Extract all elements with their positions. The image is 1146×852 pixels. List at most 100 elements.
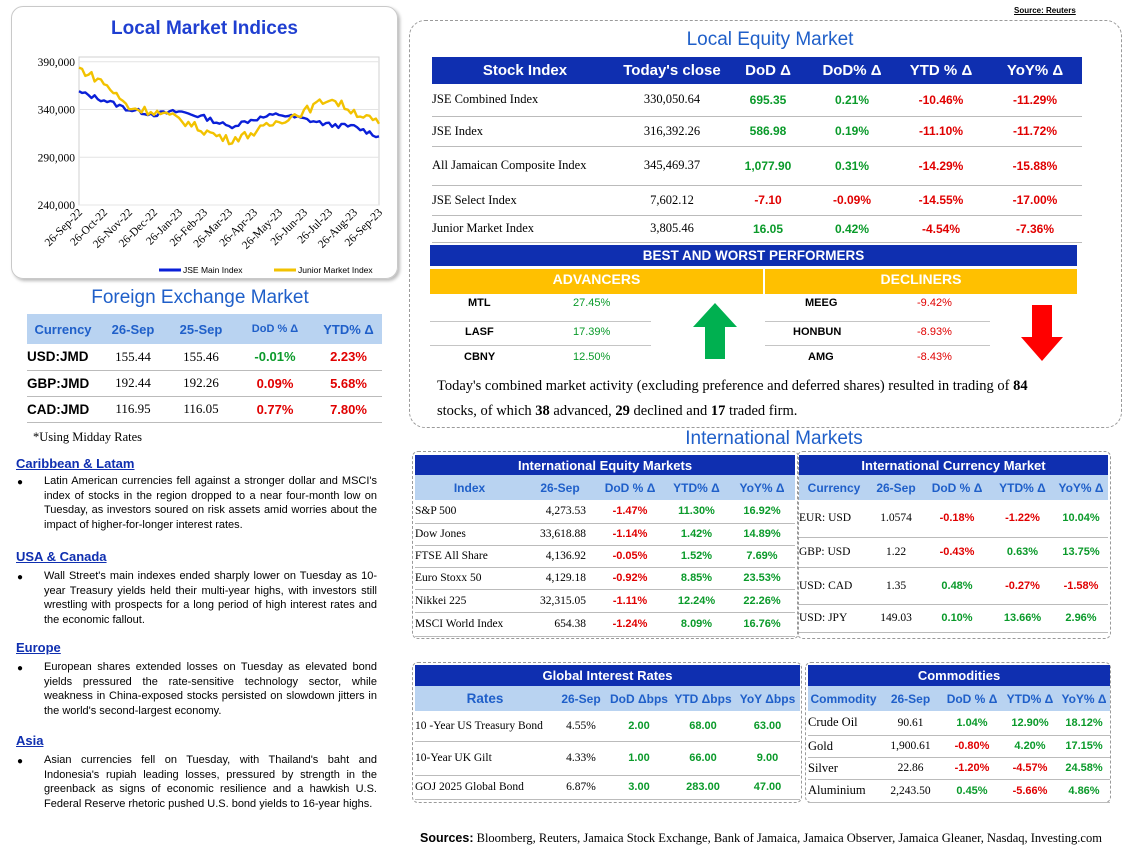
ic-col-dod: DoD % Δ <box>931 480 983 495</box>
eq-yoy: -11.29% <box>988 84 1082 117</box>
row-ytd: 4.20% <box>1002 735 1058 758</box>
summary-text: advanced, <box>549 403 616 419</box>
table-row: FTSE All Share 4,136.92 -0.05% 1.52% 7.69% <box>415 545 795 568</box>
news-heading-caribbean[interactable]: Caribbean & Latam <box>16 456 135 471</box>
row-ytd: -4.57% <box>1002 757 1058 780</box>
row-ytd: 283.00 <box>671 775 735 800</box>
divider <box>765 345 990 346</box>
table-row: GBP:JMD 192.44 192.26 0.09% 5.68% <box>27 370 382 397</box>
row-label: Aluminium <box>808 779 879 803</box>
eq-dod: -7.10 <box>726 185 810 216</box>
performers-title: BEST AND WORST PERFORMERS <box>430 245 1077 266</box>
table-row: All Jamaican Composite Index 345,469.37 … <box>432 146 1082 186</box>
rates-header-row: Rates 26-Sep DoD Δbps YTD Δbps YoY Δbps <box>415 686 800 711</box>
row-label: EUR: USD <box>799 500 869 538</box>
intl-equity-title: International Equity Markets <box>415 455 795 476</box>
eq-dod: 16.05 <box>726 215 810 243</box>
row-ytd: 66.00 <box>671 741 735 776</box>
intl-equity-table: Index 26-Sep DoD % Δ YTD% Δ YoY% Δ S&P 5… <box>415 475 795 637</box>
eq-col-dod: DoD Δ <box>745 62 791 79</box>
row-yoy: 10.04% <box>1054 500 1108 538</box>
advancer-ticker: CBNY <box>464 351 496 363</box>
row-dod: 1.00 <box>607 741 671 776</box>
eq-close: 316,392.26 <box>618 116 726 147</box>
row-ytd: 1.52% <box>664 545 729 568</box>
fx-col-currency: Currency <box>34 321 92 337</box>
bullet-icon: ● <box>17 572 24 583</box>
row-yoy: 9.00 <box>735 741 800 776</box>
up-arrow-icon <box>693 303 737 359</box>
fx-dod: 0.77% <box>235 396 315 423</box>
down-arrow-icon <box>1021 305 1063 361</box>
eq-ytd: -4.54% <box>894 215 988 243</box>
row-value: 4,273.53 <box>524 500 596 524</box>
eq-name: JSE Select Index <box>432 185 618 216</box>
cm-col-ytd: YTD% Δ <box>1006 691 1054 706</box>
summary-advanced: 38 <box>535 403 550 419</box>
table-row: S&P 500 4,273.53 -1.47% 11.30% 16.92% <box>415 500 795 524</box>
row-dod: 0.45% <box>942 779 1002 803</box>
row-dod: -0.05% <box>596 545 664 568</box>
fx-ytd: 2.23% <box>315 344 382 371</box>
fx-col-ytd: YTD% Δ <box>323 321 374 337</box>
commodities-table: Commodity 26-Sep DoD % Δ YTD% Δ YoY% Δ C… <box>808 686 1110 803</box>
y-tick-label: 340,000 <box>38 105 76 117</box>
eq-yoy: -7.36% <box>988 215 1082 243</box>
legend-label: JSE Main Index <box>183 265 243 275</box>
fx-note: *Using Midday Rates <box>33 430 143 444</box>
row-dod: 1.04% <box>942 711 1002 736</box>
news-heading-usa[interactable]: USA & Canada <box>16 549 107 564</box>
news-heading-europe[interactable]: Europe <box>16 640 61 655</box>
table-row: 10-Year UK Gilt 4.33% 1.00 66.00 9.00 <box>415 741 800 776</box>
row-value: 33,618.88 <box>524 523 596 546</box>
advancer-pct: 17.39% <box>573 326 611 338</box>
equity-header-row: Stock Index Today's close DoD Δ DoD% Δ Y… <box>432 57 1082 84</box>
row-ytd: -0.27% <box>991 567 1054 605</box>
eq-dodp: 0.21% <box>810 84 894 117</box>
row-value: 4,136.92 <box>524 545 596 568</box>
summary-firm: 17 <box>710 403 726 419</box>
row-ytd: 8.85% <box>664 567 729 590</box>
row-value: 4.33% <box>555 741 607 776</box>
row-value: 2,243.50 <box>879 779 942 803</box>
news-heading-asia[interactable]: Asia <box>16 733 44 748</box>
row-ytd: 11.30% <box>664 500 729 524</box>
source-top-link[interactable]: Source: Reuters <box>1014 6 1076 15</box>
cm-col-commodity: Commodity <box>810 691 877 706</box>
y-tick-label: 240,000 <box>38 200 76 212</box>
fx-header-row: Currency 26-Sep 25-Sep DoD % Δ YTD% Δ <box>27 314 382 344</box>
news-text-europe: European shares extended losses on Tuesd… <box>44 661 377 717</box>
market-summary: Today's combined market activity (exclud… <box>437 374 1087 424</box>
row-value: 4,129.18 <box>524 567 596 590</box>
row-yoy: 63.00 <box>735 711 800 742</box>
commodities-header-row: Commodity 26-Sep DoD % Δ YTD% Δ YoY% Δ <box>808 686 1110 711</box>
row-label: Dow Jones <box>415 523 524 546</box>
row-dod: 3.00 <box>607 775 671 800</box>
eq-col-close: Today's close <box>623 62 721 79</box>
commodities-border <box>805 662 1111 803</box>
fx-value: 116.05 <box>167 396 235 423</box>
row-dod: 2.00 <box>607 711 671 742</box>
row-dod: 0.10% <box>923 604 991 633</box>
fx-value: 155.44 <box>99 344 167 371</box>
row-dod: -1.14% <box>596 523 664 546</box>
equity-table: Stock Index Today's close DoD Δ DoD% Δ Y… <box>432 57 1082 243</box>
y-tick-label: 390,000 <box>38 57 76 69</box>
fx-value: 192.26 <box>167 370 235 397</box>
table-row: JSE Index 316,392.26 586.98 0.19% -11.10… <box>432 116 1082 147</box>
eq-col-index: Stock Index <box>482 62 568 79</box>
row-ytd: -1.22% <box>991 500 1054 538</box>
row-label: USD: JPY <box>799 604 869 633</box>
eq-yoy: -11.72% <box>988 116 1082 147</box>
fx-value: 116.95 <box>99 396 167 423</box>
row-yoy: 17.15% <box>1058 735 1110 758</box>
table-row: JSE Combined Index 330,050.64 695.35 0.2… <box>432 84 1082 117</box>
row-dod: -1.24% <box>596 612 664 637</box>
eq-ytd: -14.55% <box>894 185 988 216</box>
row-dod: -0.80% <box>942 735 1002 758</box>
fx-ytd: 5.68% <box>315 370 382 397</box>
advancer-ticker: MTL <box>468 297 491 309</box>
intl-section-title: International Markets <box>685 428 863 449</box>
row-yoy: 23.53% <box>729 567 795 590</box>
ie-col-yoy: YoY% Δ <box>739 480 785 495</box>
